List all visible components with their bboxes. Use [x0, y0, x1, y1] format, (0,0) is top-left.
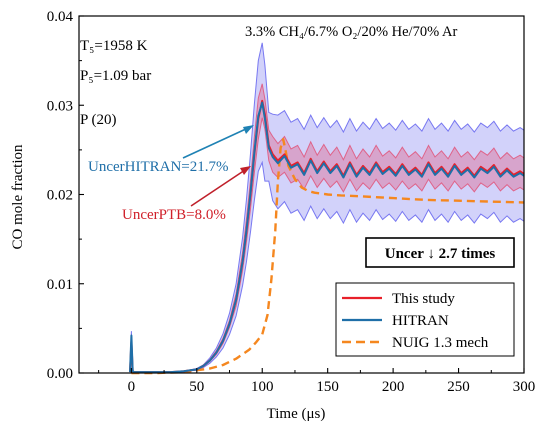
- series-lines: [129, 99, 525, 375]
- x-tick-label-4: 200: [382, 379, 405, 395]
- x-tick-label-3: 150: [316, 379, 339, 395]
- pressure-annotation: P₅=1.09 bar: [80, 68, 151, 84]
- series-line-1: [129, 101, 525, 374]
- arrow-ptb-head: [240, 166, 251, 175]
- arrow-hitran-head: [243, 125, 254, 134]
- x-tick-label-2: 100: [251, 379, 274, 395]
- uncer-ratio-box: [365, 237, 515, 268]
- x-tick-label-1: 50: [189, 379, 204, 395]
- line-label-annotation: P (20): [80, 112, 117, 128]
- x-tick-label-6: 300: [513, 379, 535, 395]
- x-tick-label-5: 250: [447, 379, 470, 395]
- temperature-annotation: T₅=1958 K: [80, 38, 148, 54]
- legend: This study HITRAN NUIG 1.3 mech: [342, 291, 489, 351]
- arrow-hitran: [182, 127, 249, 159]
- y-tick-label-3: 0.03: [47, 98, 73, 114]
- legend-label-1: HITRAN: [392, 313, 449, 329]
- y-tick-label-4: 0.04: [47, 9, 74, 25]
- y-tick-label-2: 0.02: [47, 188, 73, 204]
- y-tick-label-0: 0.00: [47, 366, 73, 382]
- uncer-ratio-label: Uncer ↓ 2.7 times: [385, 246, 496, 262]
- x-axis-label: Time (μs): [267, 406, 326, 422]
- mixture-annotation: 3.3% CH₄/6.7% O₂/20% He/70% Ar: [245, 24, 457, 40]
- uncer-hitran-annotation: UncerHITRAN=21.7%: [88, 159, 229, 175]
- legend-label-0: This study: [392, 291, 455, 307]
- uncer-ptb-annotation: UncerPTB=8.0%: [122, 207, 226, 223]
- x-tick-label-0: 0: [128, 379, 136, 395]
- arrow-ptb: [190, 169, 246, 207]
- y-tick-label-1: 0.01: [47, 277, 73, 293]
- axis-ticks: 0 50 100 150 200 250 300 0.00 0.01 0.02 0.03 0.04: [47, 9, 535, 395]
- series-line-2: [131, 138, 525, 375]
- y-axis-label: CO mole fraction: [10, 144, 26, 249]
- legend-label-2: NUIG 1.3 mech: [392, 335, 489, 351]
